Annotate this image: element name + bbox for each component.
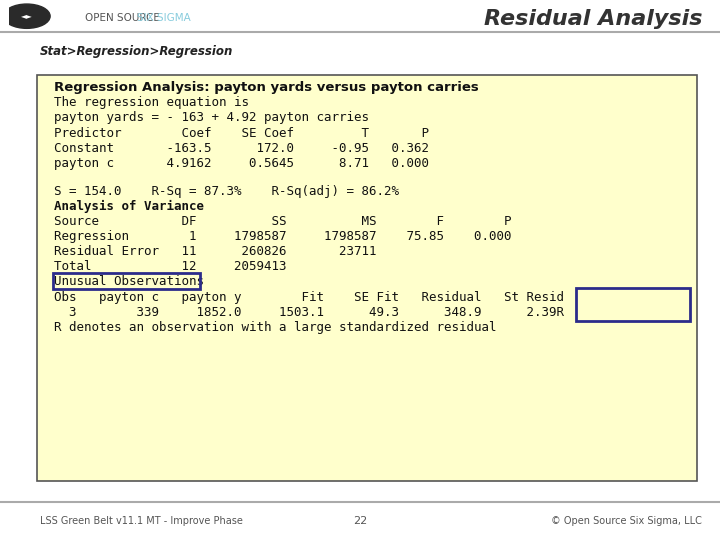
Text: 22: 22 (353, 516, 367, 525)
Text: © Open Source Six Sigma, LLC: © Open Source Six Sigma, LLC (551, 516, 702, 525)
Circle shape (4, 4, 50, 28)
Text: Total            12     2059413: Total 12 2059413 (54, 260, 287, 273)
Text: Analysis of Variance: Analysis of Variance (54, 200, 204, 213)
Text: Regression Analysis: payton yards versus payton carries: Regression Analysis: payton yards versus… (54, 81, 479, 94)
Text: LSS Green Belt v11.1 MT - Improve Phase: LSS Green Belt v11.1 MT - Improve Phase (40, 516, 243, 525)
Text: ◄►: ◄► (21, 11, 32, 20)
Text: Unusual Observations: Unusual Observations (54, 275, 204, 288)
Text: Residual Error   11      260826       23711: Residual Error 11 260826 23711 (54, 245, 377, 258)
Text: Regression        1     1798587     1798587    75.85    0.000: Regression 1 1798587 1798587 75.85 0.000 (54, 230, 511, 243)
Text: 3        339     1852.0     1503.1      49.3      348.9      2.39R: 3 339 1852.0 1503.1 49.3 348.9 2.39R (54, 306, 564, 319)
Text: OPEN SOURCE: OPEN SOURCE (85, 14, 163, 23)
Text: payton c       4.9162     0.5645      8.71   0.000: payton c 4.9162 0.5645 8.71 0.000 (54, 157, 429, 170)
Text: Obs   payton c   payton y        Fit    SE Fit   Residual   St Resid: Obs payton c payton y Fit SE Fit Residua… (54, 291, 564, 303)
Text: payton yards = - 163 + 4.92 payton carries: payton yards = - 163 + 4.92 payton carri… (54, 111, 369, 124)
Text: SIX SIGMA: SIX SIGMA (137, 14, 191, 23)
Text: Predictor        Coef    SE Coef         T       P: Predictor Coef SE Coef T P (54, 127, 429, 140)
Text: Source           DF          SS          MS        F        P: Source DF SS MS F P (54, 215, 511, 228)
Text: The regression equation is: The regression equation is (54, 96, 249, 109)
Text: Stat>Regression>Regression: Stat>Regression>Regression (40, 45, 233, 58)
Text: Residual Analysis: Residual Analysis (484, 9, 702, 29)
Text: R denotes an observation with a large standardized residual: R denotes an observation with a large st… (54, 321, 497, 334)
Text: S = 154.0    R-Sq = 87.3%    R-Sq(adj) = 86.2%: S = 154.0 R-Sq = 87.3% R-Sq(adj) = 86.2% (54, 185, 399, 198)
Text: Constant       -163.5      172.0     -0.95   0.362: Constant -163.5 172.0 -0.95 0.362 (54, 142, 429, 155)
